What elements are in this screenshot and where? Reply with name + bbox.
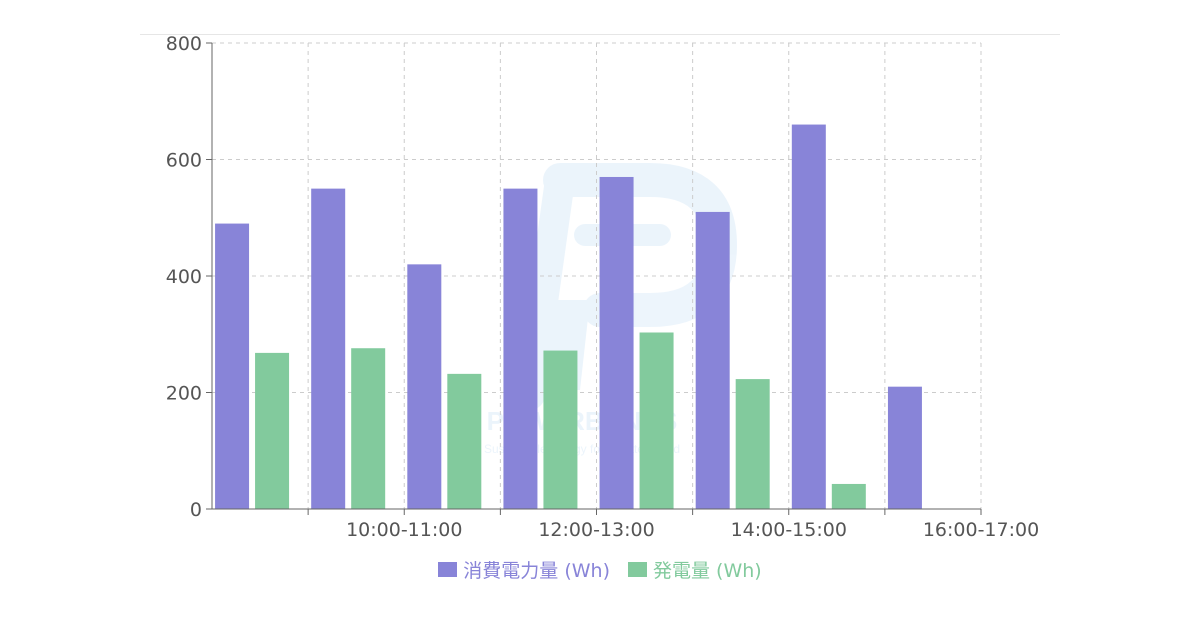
- x-tick-label: 16:00-17:00: [923, 519, 1039, 541]
- legend-label-consumption: 消費電力量 (Wh): [463, 560, 610, 582]
- bar-generation: [735, 379, 770, 509]
- bar-consumption: [791, 124, 826, 510]
- y-tick-label: 600: [166, 150, 202, 172]
- bar-consumption: [695, 211, 730, 510]
- legend: 消費電力量 (Wh) 発電量 (Wh): [0, 556, 1200, 583]
- bar-generation: [351, 348, 386, 509]
- y-tick-label: 400: [166, 266, 202, 288]
- axes-layer: 0 200 400 600 800 10:00-11:00 12:00-13:00 14:00…: [166, 33, 1039, 541]
- legend-item-consumption[interactable]: 消費電力量 (Wh): [438, 556, 610, 583]
- bar-consumption: [887, 386, 922, 509]
- bar-generation: [255, 352, 290, 509]
- y-tick-label: 800: [166, 33, 202, 55]
- bar-generation: [831, 483, 866, 509]
- bar-generation: [447, 373, 482, 509]
- bar-generation: [543, 350, 578, 509]
- top-divider: [140, 34, 1060, 35]
- legend-swatch-generation: [628, 562, 647, 577]
- bar-consumption: [503, 188, 538, 509]
- x-tick-label: 10:00-11:00: [346, 519, 462, 541]
- legend-label-generation: 発電量 (Wh): [653, 560, 762, 582]
- x-tick-label: 14:00-15:00: [731, 519, 847, 541]
- bar-generation: [639, 332, 674, 509]
- legend-swatch-consumption: [438, 562, 458, 577]
- legend-item-generation[interactable]: 発電量 (Wh): [628, 556, 762, 583]
- x-tick-label: 12:00-13:00: [538, 519, 654, 541]
- bars-layer: [215, 124, 922, 510]
- y-tick-label: 200: [166, 383, 202, 405]
- bar-consumption: [215, 223, 250, 509]
- bar-consumption: [599, 176, 634, 509]
- bar-consumption: [311, 188, 346, 509]
- y-tick-label: 0: [190, 499, 202, 521]
- bar-consumption: [407, 264, 442, 509]
